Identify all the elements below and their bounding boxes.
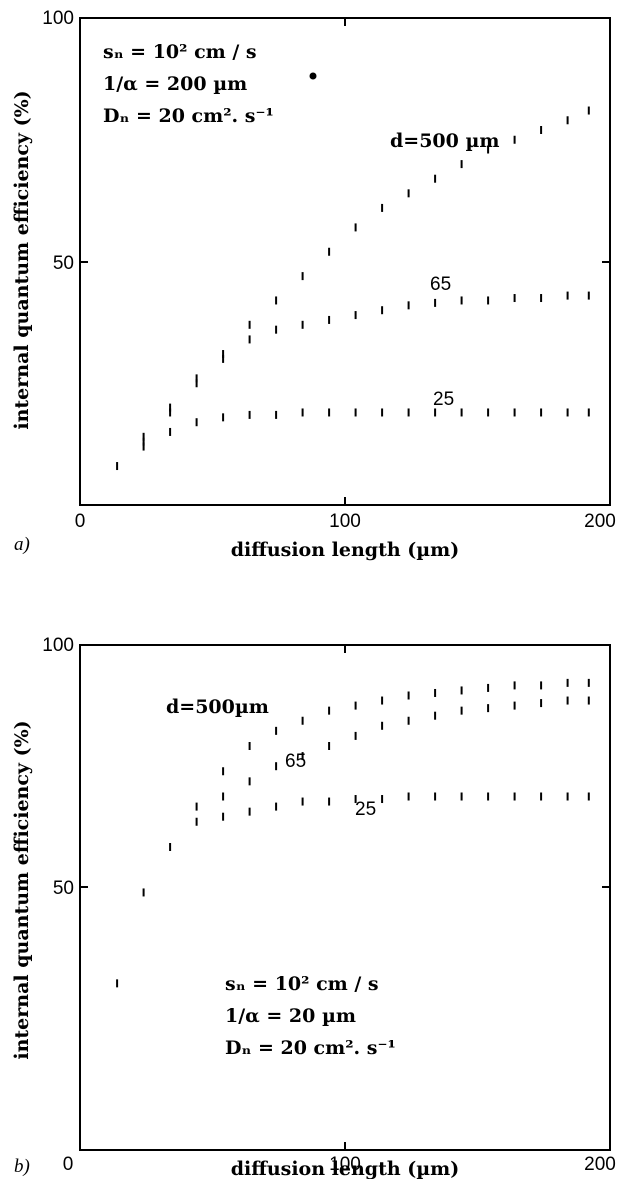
chart-b-series — [116, 678, 590, 988]
chart-a-panel-label: a) — [14, 534, 30, 555]
chart-a-annotation-dn: Dₙ = 20 cm². s⁻¹ — [103, 105, 274, 127]
chart-b-series-label-25: 25 — [355, 799, 376, 820]
chart-b-annotation-sn: sₙ = 10² cm / s — [225, 973, 379, 995]
chart-b-xtick-100: 100 — [329, 1154, 361, 1175]
chart-b-frame — [79, 644, 611, 1151]
chart-b-annotation-dn: Dₙ = 20 cm². s⁻¹ — [225, 1037, 396, 1059]
chart-a-xtick-0: 0 — [75, 511, 86, 532]
chart-b-ytick-100: 100 — [42, 635, 74, 656]
chart-a: 100 50 0 100 200 diffusion length (µm) i… — [11, 8, 616, 561]
chart-a-series-label-500: d=500 µm — [390, 130, 500, 152]
chart-b-xtick-200: 200 — [584, 1154, 616, 1175]
chart-a-series-label-25: 25 — [433, 389, 454, 410]
chart-a-ytick-100: 100 — [42, 8, 74, 29]
chart-a-series-label-65: 65 — [430, 274, 451, 295]
chart-b-ylabel: internal quantum efficiency (%) — [11, 720, 33, 1059]
chart-b-annotation-alpha: 1/α = 20 µm — [225, 1005, 356, 1027]
chart-b-series-label-65: 65 — [285, 751, 306, 772]
chart-b-xtick-0: 0 — [63, 1154, 74, 1175]
chart-a-ylabel: internal quantum efficiency (%) — [11, 90, 33, 429]
chart-b-xlabel: diffusion length (µm) — [231, 1158, 460, 1179]
chart-b-panel-label: b) — [14, 1156, 30, 1177]
chart-b-series-label-500: d=500µm — [166, 696, 269, 718]
chart-a-xtick-200: 200 — [584, 511, 616, 532]
chart-a-xlabel: diffusion length (µm) — [231, 539, 460, 561]
chart-a-ytick-50: 50 — [53, 253, 74, 274]
chart-a-series — [116, 106, 590, 471]
chart-b-ytick-50: 50 — [53, 878, 74, 899]
chart-a-stray-dot — [309, 72, 317, 80]
chart-a-xtick-100: 100 — [329, 511, 361, 532]
chart-a-annotation-alpha: 1/α = 200 µm — [103, 73, 247, 95]
chart-a-annotation-sn: sₙ = 10² cm / s — [103, 41, 257, 63]
chart-b: 100 50 0 100 200 diffusion length (µm) i… — [11, 635, 616, 1179]
